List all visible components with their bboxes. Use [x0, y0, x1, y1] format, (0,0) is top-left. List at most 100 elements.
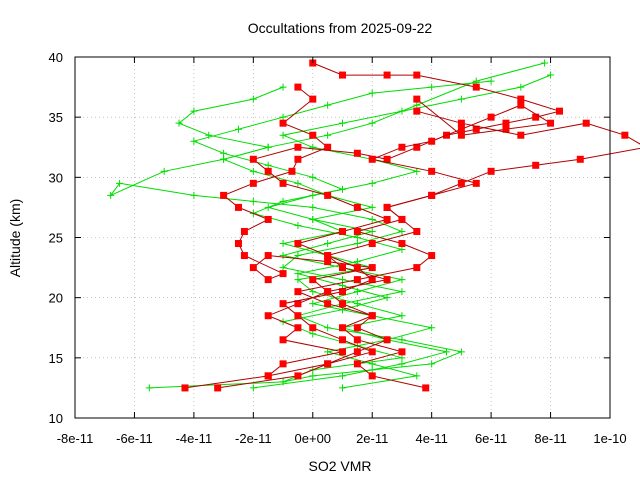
data-point-square — [234, 240, 242, 248]
data-point-plus — [309, 203, 317, 211]
data-point-plus — [547, 71, 555, 79]
data-point-square — [264, 167, 272, 175]
data-point-square — [264, 372, 272, 380]
data-point-plus — [398, 360, 406, 368]
data-point-square — [532, 113, 540, 121]
data-point-plus — [324, 324, 332, 332]
data-point-plus — [294, 252, 302, 260]
data-point-plus — [339, 282, 346, 290]
data-point-plus — [309, 173, 317, 181]
green-series-line — [222, 62, 545, 389]
data-point-square — [249, 155, 257, 163]
x-tick-label: 4e-11 — [416, 431, 448, 446]
data-point-square — [324, 258, 332, 266]
data-point-square — [472, 125, 480, 133]
data-point-square — [502, 125, 510, 133]
data-point-plus — [324, 240, 332, 248]
data-point-plus — [309, 330, 317, 338]
data-point-plus — [428, 360, 436, 368]
data-point-square — [339, 288, 346, 296]
data-point-square — [264, 252, 272, 260]
data-point-plus — [190, 137, 198, 145]
data-point-square — [383, 276, 391, 284]
data-point-square — [398, 143, 406, 151]
x-tick-label: -8e-11 — [57, 431, 94, 446]
ticks — [74, 56, 611, 419]
data-point-plus — [175, 119, 183, 127]
data-point-plus — [428, 324, 436, 332]
data-point-plus — [353, 234, 361, 241]
data-point-plus — [279, 197, 287, 205]
data-point-square — [353, 324, 361, 332]
data-point-square — [309, 59, 317, 67]
data-point-square — [457, 125, 465, 133]
data-point-plus — [413, 101, 421, 109]
data-point-plus — [443, 348, 451, 356]
data-point-square — [428, 252, 436, 260]
data-point-square — [383, 336, 391, 344]
x-tick-label: 1e-10 — [593, 431, 626, 446]
data-point-plus — [398, 336, 406, 344]
data-point-square — [294, 372, 302, 380]
data-point-square — [294, 155, 302, 163]
x-axis-label: SO2 VMR — [308, 458, 371, 474]
data-point-square — [472, 83, 480, 91]
data-point-square — [398, 215, 406, 223]
data-point-square — [368, 312, 376, 320]
data-point-plus — [398, 246, 406, 254]
data-point-plus — [249, 95, 257, 103]
data-point-square — [457, 131, 465, 139]
data-point-plus — [279, 83, 287, 91]
data-point-square — [383, 155, 391, 163]
data-point-plus — [309, 372, 317, 380]
x-tick-label: -2e-11 — [235, 431, 272, 446]
data-point-square — [264, 312, 272, 320]
data-point-square — [294, 143, 302, 151]
x-tick-label: 8e-11 — [534, 431, 566, 446]
data-point-square — [383, 203, 391, 211]
data-point-square — [487, 167, 495, 175]
data-point-square — [309, 95, 317, 103]
data-point-square — [368, 276, 376, 284]
data-point-square — [428, 137, 436, 145]
data-point-square — [240, 252, 248, 260]
data-point-plus — [279, 264, 287, 272]
y-tick-label: 40 — [49, 50, 63, 65]
data-point-plus — [398, 276, 406, 284]
series-layer — [107, 59, 640, 392]
data-point-plus — [249, 167, 257, 175]
data-point-plus — [279, 240, 287, 248]
red-series-line — [268, 110, 640, 377]
data-point-plus — [249, 197, 257, 205]
data-point-plus — [368, 179, 376, 187]
data-point-square — [279, 336, 287, 344]
data-point-square — [309, 131, 317, 139]
data-point-square — [582, 119, 590, 127]
data-point-square — [353, 149, 361, 157]
data-point-plus — [309, 288, 317, 296]
data-point-square — [353, 264, 361, 272]
chart-title: Occultations from 2025-09-22 — [248, 20, 433, 36]
data-point-square — [353, 336, 361, 344]
data-point-plus — [309, 215, 317, 223]
data-point-square — [576, 155, 584, 163]
data-point-square — [413, 71, 421, 79]
data-point-square — [324, 191, 332, 199]
data-point-square — [294, 288, 302, 296]
data-point-square — [413, 227, 421, 235]
data-point-plus — [428, 83, 436, 91]
red-series-3 — [264, 107, 640, 380]
data-point-square — [517, 131, 525, 139]
data-point-square — [339, 71, 346, 79]
data-point-plus — [145, 384, 153, 392]
data-point-square — [368, 348, 376, 356]
data-point-square — [547, 119, 555, 127]
data-point-square — [324, 252, 332, 260]
data-point-plus — [368, 89, 376, 97]
data-point-square — [413, 107, 421, 115]
data-point-square — [264, 215, 272, 223]
data-point-square — [428, 167, 436, 175]
data-point-square — [368, 372, 376, 380]
data-point-plus — [190, 191, 198, 199]
data-point-square — [428, 191, 436, 199]
